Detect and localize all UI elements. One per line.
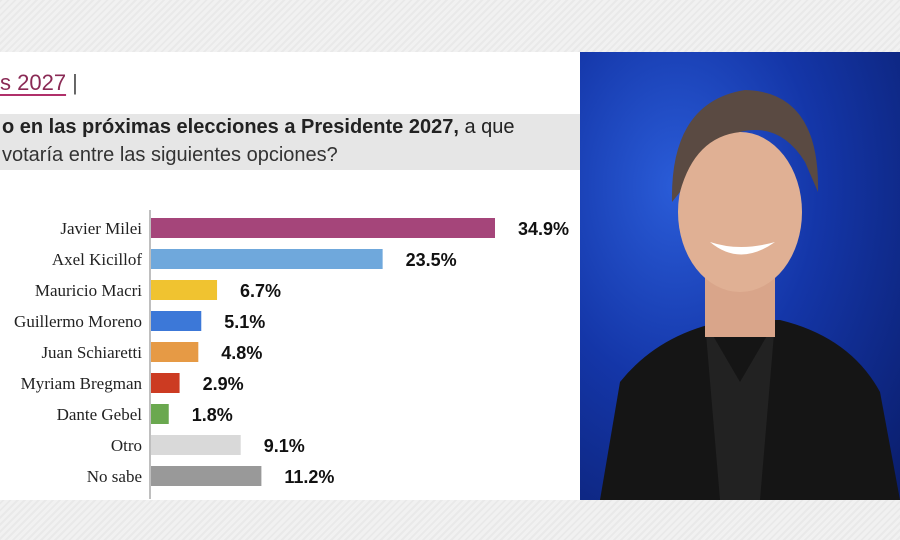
category-label: Mauricio Macri <box>35 281 142 300</box>
value-label: 5.1% <box>224 312 265 332</box>
value-label: 6.7% <box>240 281 281 301</box>
chart-panel: s 2027 | o en las próximas elecciones a P… <box>0 52 580 500</box>
value-label: 23.5% <box>406 250 457 270</box>
bar <box>151 249 383 269</box>
bar <box>151 311 202 331</box>
question-band <box>0 114 580 170</box>
value-label: 2.9% <box>203 374 244 394</box>
bar <box>151 218 495 238</box>
title-separator: | <box>72 70 78 95</box>
category-label: Guillermo Moreno <box>14 312 142 331</box>
category-label: Myriam Bregman <box>21 374 143 393</box>
question-line-2: votaría entre las siguientes opciones? <box>2 144 338 166</box>
value-label: 4.8% <box>221 343 262 363</box>
bar <box>151 466 262 486</box>
poll-title-text: s 2027 <box>0 70 67 95</box>
bar <box>151 280 218 300</box>
category-label: Dante Gebel <box>57 405 143 424</box>
poll-title: s 2027 | <box>0 70 78 96</box>
category-label: No sabe <box>87 467 142 486</box>
bar-chart: Javier Milei 34.9% Axel Kicillof 23.5% Mauri… <box>14 210 569 499</box>
category-label: Otro <box>111 436 142 455</box>
bar <box>151 342 199 362</box>
bar <box>151 435 241 455</box>
question-line-1: o en las próximas elecciones a President… <box>2 116 515 139</box>
value-label: 1.8% <box>192 405 233 425</box>
category-label: Axel Kicillof <box>52 250 143 269</box>
person-photo-illustration <box>600 90 900 500</box>
candidate-photo <box>580 52 900 500</box>
value-label: 11.2% <box>284 467 334 487</box>
bar <box>151 404 169 424</box>
question-rest: a que <box>458 116 515 138</box>
question-bold: o en las próximas elecciones a President… <box>2 116 459 138</box>
category-label: Juan Schiaretti <box>41 343 142 362</box>
bar <box>151 373 180 393</box>
value-label: 34.9% <box>518 219 569 239</box>
category-label: Javier Milei <box>60 219 142 238</box>
value-label: 9.1% <box>264 436 305 456</box>
